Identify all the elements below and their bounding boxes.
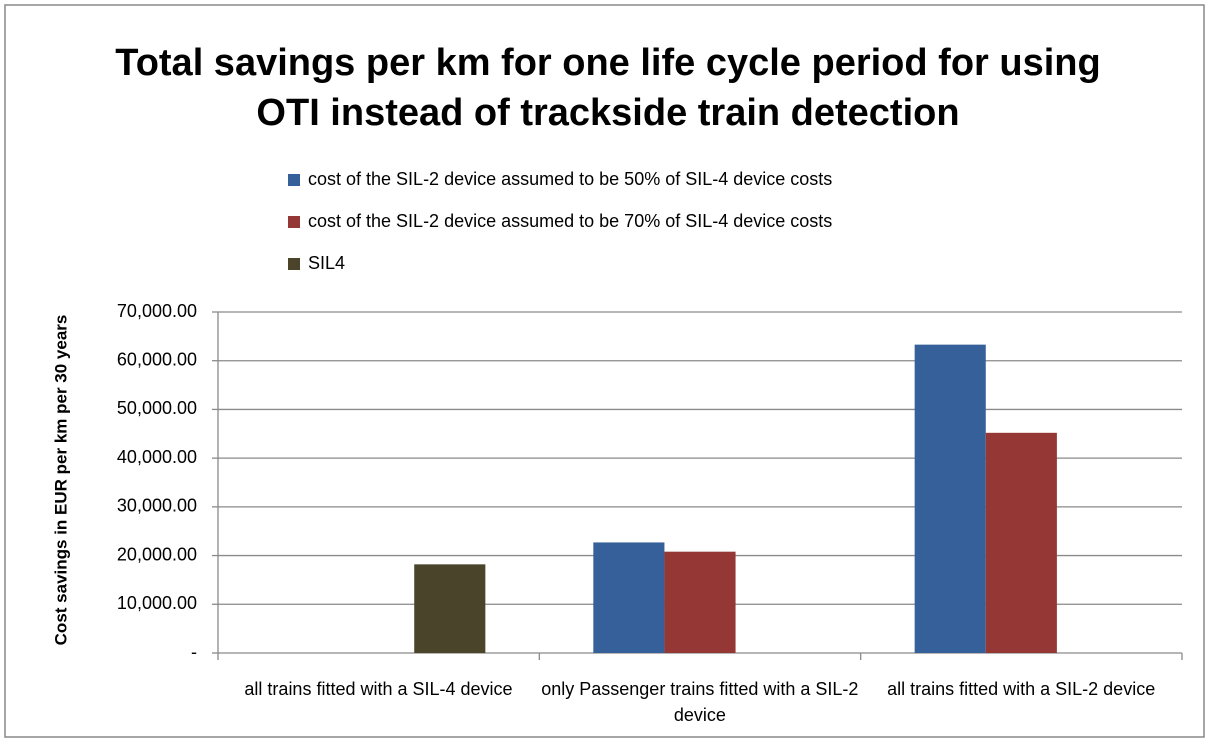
- legend-label: cost of the SIL-2 device assumed to be 7…: [308, 211, 832, 231]
- y-tick-label: 30,000.00: [117, 496, 197, 516]
- legend-swatch: [288, 258, 300, 270]
- chart-title: Total savings per km for one life cycle …: [115, 42, 1101, 134]
- legend-swatch: [288, 216, 300, 228]
- y-tick-label: 60,000.00: [117, 349, 197, 369]
- bar: [914, 344, 986, 653]
- legend-swatch: [288, 174, 300, 186]
- y-axis-label: Cost savings in EUR per km per 30 years: [51, 315, 70, 646]
- y-tick-label: 40,000.00: [117, 447, 197, 467]
- y-tick-label: 50,000.00: [117, 398, 197, 418]
- legend-label: SIL4: [308, 253, 345, 273]
- x-tick-label: all trains fitted with a SIL-4 device: [244, 679, 513, 699]
- bar: [414, 564, 486, 653]
- y-tick-label: 70,000.00: [117, 301, 197, 321]
- bar: [985, 432, 1057, 653]
- bar: [664, 551, 736, 653]
- x-tick-label: only Passenger trains fitted with a SIL-…: [541, 679, 859, 725]
- bar: [593, 542, 665, 653]
- y-tick-label: 20,000.00: [117, 544, 197, 564]
- legend-label: cost of the SIL-2 device assumed to be 5…: [308, 169, 832, 189]
- y-tick-label: 10,000.00: [117, 593, 197, 613]
- y-tick-label: -: [191, 642, 197, 662]
- x-tick-label: all trains fitted with a SIL-2 device: [887, 679, 1156, 699]
